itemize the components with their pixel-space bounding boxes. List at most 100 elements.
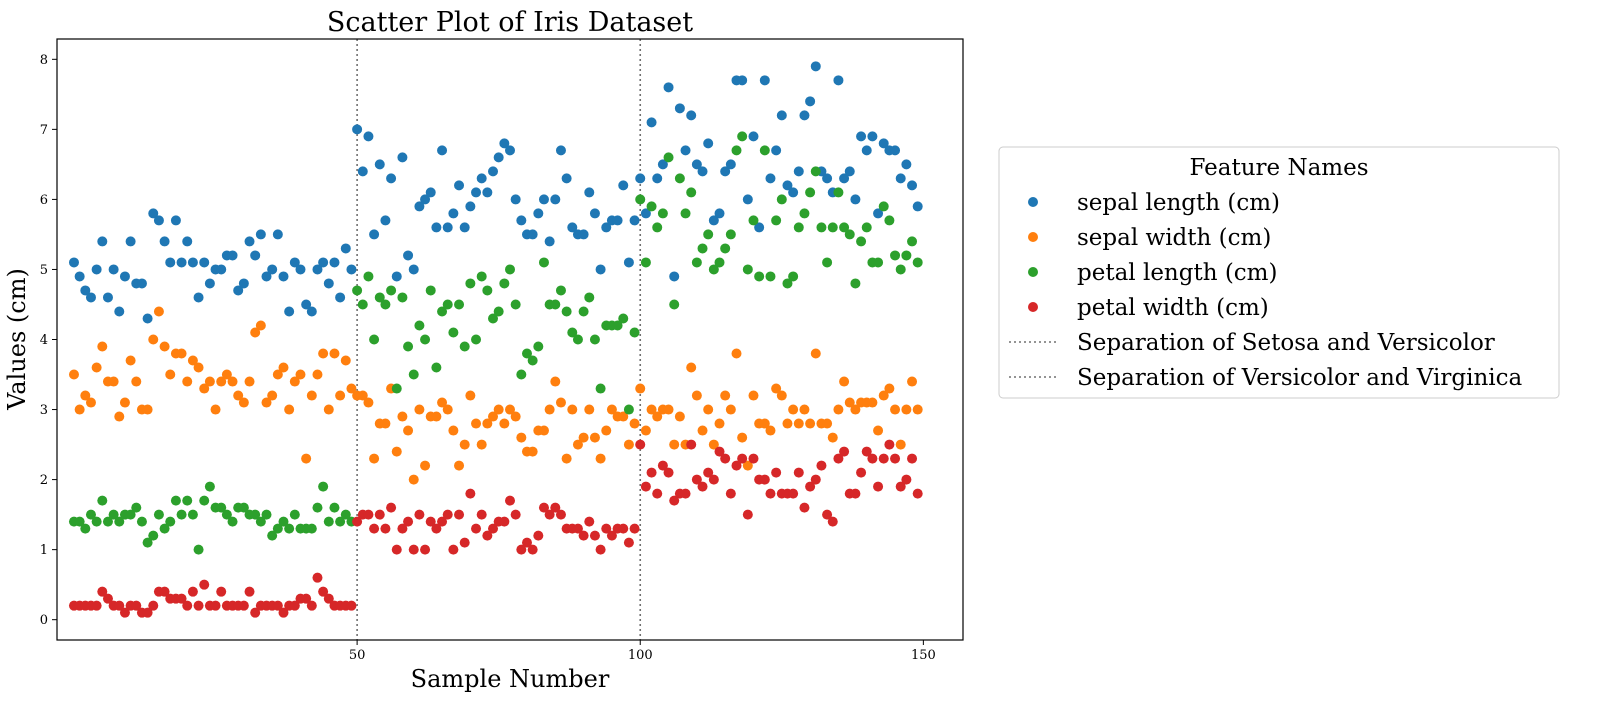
point-series-1-129 [799, 110, 810, 121]
point-series-4-16 [159, 586, 170, 597]
y-tick-label: 0 [40, 613, 48, 628]
point-series-4-52 [363, 509, 374, 520]
legend-label-1: sepal length (cm) [1077, 190, 1280, 216]
point-series-2-111 [697, 425, 708, 436]
point-series-2-122 [759, 418, 770, 429]
point-series-1-32 [250, 250, 261, 261]
point-series-1-44 [318, 257, 329, 268]
point-series-2-2 [80, 390, 91, 401]
point-series-3-46 [329, 502, 340, 513]
point-series-4-109 [686, 439, 697, 450]
point-series-2-30 [238, 397, 249, 408]
point-series-1-118 [737, 75, 748, 86]
point-series-2-13 [142, 404, 153, 415]
point-series-4-80 [521, 537, 532, 548]
point-series-1-60 [408, 264, 419, 275]
point-series-1-31 [244, 236, 255, 247]
point-series-1-136 [839, 173, 850, 184]
point-series-1-122 [759, 75, 770, 86]
point-series-2-83 [538, 425, 549, 436]
point-series-1-94 [601, 222, 612, 233]
point-series-3-36 [272, 523, 283, 534]
point-series-3-106 [669, 299, 680, 310]
point-series-3-131 [810, 166, 821, 177]
point-series-4-71 [471, 523, 482, 534]
point-series-1-50 [352, 124, 363, 135]
point-series-1-6 [102, 292, 113, 303]
point-series-1-54 [374, 159, 385, 170]
point-series-3-73 [482, 285, 493, 296]
point-series-2-131 [810, 348, 821, 359]
point-series-1-57 [391, 271, 402, 282]
point-series-4-136 [839, 446, 850, 457]
point-series-2-95 [606, 404, 617, 415]
point-series-1-149 [912, 201, 923, 212]
point-series-3-125 [776, 194, 787, 205]
point-series-4-59 [403, 516, 414, 527]
y-tick-label: 3 [40, 403, 48, 418]
point-series-2-137 [844, 397, 855, 408]
point-series-2-8 [114, 411, 125, 422]
point-series-2-46 [329, 348, 340, 359]
point-series-1-61 [414, 201, 425, 212]
point-series-2-23 [199, 383, 210, 394]
point-series-1-7 [108, 264, 119, 275]
point-series-4-145 [890, 453, 901, 464]
point-series-2-3 [85, 397, 96, 408]
point-series-4-105 [663, 467, 674, 478]
point-series-1-40 [295, 264, 306, 275]
point-series-2-60 [408, 474, 419, 485]
point-series-2-116 [725, 404, 736, 415]
point-series-3-33 [255, 516, 266, 527]
point-series-3-5 [97, 495, 108, 506]
point-series-2-85 [550, 376, 561, 387]
point-series-3-105 [663, 152, 674, 163]
point-series-2-49 [346, 383, 357, 394]
point-series-2-134 [827, 432, 838, 443]
point-series-3-99 [629, 327, 640, 338]
point-series-1-105 [663, 82, 674, 93]
point-series-1-52 [363, 131, 374, 142]
point-series-1-114 [714, 208, 725, 219]
point-series-4-76 [499, 516, 510, 527]
point-series-1-147 [901, 159, 912, 170]
point-series-3-87 [561, 306, 572, 317]
point-series-3-91 [584, 292, 595, 303]
point-series-2-94 [601, 425, 612, 436]
point-series-1-96 [612, 215, 623, 226]
point-series-1-73 [482, 187, 493, 198]
point-series-4-117 [731, 460, 742, 471]
point-series-4-37 [278, 607, 289, 618]
point-series-4-134 [827, 516, 838, 527]
point-series-2-59 [403, 425, 414, 436]
point-series-2-4 [91, 362, 102, 373]
point-series-4-131 [810, 474, 821, 485]
point-series-3-114 [714, 257, 725, 268]
point-series-2-138 [850, 404, 861, 415]
point-series-3-38 [284, 523, 295, 534]
point-series-3-51 [357, 299, 368, 310]
data-points [68, 61, 923, 618]
point-series-3-69 [459, 341, 470, 352]
point-series-4-39 [289, 600, 300, 611]
plot-frame [56, 38, 964, 641]
point-series-4-45 [323, 593, 334, 604]
point-series-1-66 [442, 222, 453, 233]
point-series-3-81 [527, 355, 538, 366]
point-series-3-64 [431, 362, 442, 373]
y-tick-label: 8 [40, 53, 48, 68]
point-series-1-97 [618, 180, 629, 191]
point-series-1-29 [233, 285, 244, 296]
point-series-1-111 [697, 166, 708, 177]
point-series-1-108 [680, 145, 691, 156]
point-series-2-112 [703, 404, 714, 415]
point-series-3-60 [408, 369, 419, 380]
point-series-2-146 [895, 439, 906, 450]
point-series-1-84 [544, 236, 555, 247]
point-series-1-20 [182, 236, 193, 247]
point-series-2-105 [663, 404, 674, 415]
point-series-3-70 [465, 278, 476, 289]
point-series-1-55 [380, 215, 391, 226]
point-series-1-81 [527, 229, 538, 240]
point-series-2-69 [459, 439, 470, 450]
